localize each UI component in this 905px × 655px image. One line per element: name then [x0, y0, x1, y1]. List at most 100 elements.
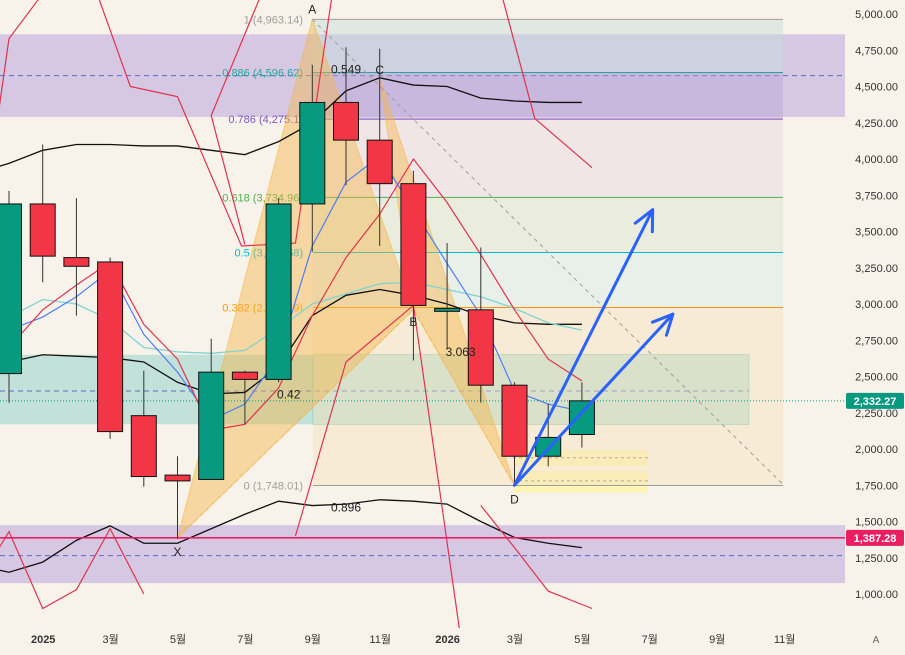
bearish-candle[interactable] [231, 370, 258, 425]
fib-level-label: 0.786 (4,275.1) [228, 114, 303, 126]
bearish-candle[interactable] [63, 198, 90, 316]
price-tag-label: 2,332.27 [854, 396, 897, 408]
y-tick-label: 5,000.00 [855, 9, 898, 21]
y-tick-label: 4,500.00 [855, 82, 898, 94]
bullish-candle[interactable] [299, 64, 326, 252]
candle-body [97, 261, 124, 433]
fib-band [313, 252, 783, 308]
red-upper-spike [210, 0, 260, 245]
bearish-candle[interactable] [400, 170, 427, 361]
y-tick-label: 2,750.00 [855, 335, 898, 347]
pattern-ratio-label: 0.42 [277, 387, 301, 401]
bearish-candle[interactable] [97, 257, 124, 439]
candle-body [63, 257, 90, 267]
y-tick-label: 3,000.00 [855, 299, 898, 311]
bearish-candle[interactable] [366, 48, 393, 246]
projection-arrow-head [650, 312, 675, 337]
bearish-candle[interactable] [164, 456, 191, 539]
y-tick-label: 4,000.00 [855, 154, 898, 166]
x-tick-label: 3월 [102, 633, 118, 646]
y-tick-label: 3,750.00 [855, 190, 898, 202]
bollinger-lower-line [0, 499, 582, 573]
fib-level-label: 0 (1,748.01) [244, 481, 303, 493]
price-tag [846, 529, 904, 546]
bearish-candle[interactable] [333, 47, 359, 186]
x-tick-label: 7월 [642, 633, 658, 646]
projection-arrow-head [633, 208, 655, 234]
candle-body [29, 203, 56, 257]
candle-body [400, 183, 427, 306]
x-tick-label: 3월 [507, 633, 523, 646]
y-tick-label: 1,000.00 [855, 589, 898, 601]
price-tag [846, 392, 904, 409]
y-tick-label: 2,500.00 [855, 372, 898, 384]
y-tick-label: 3,250.00 [855, 263, 898, 275]
fib-band [313, 197, 783, 253]
teal-zone [312, 354, 750, 425]
x-tick-label: 5월 [170, 633, 186, 646]
lower-purple-zone [0, 525, 845, 584]
fib-level-label: 0.886 (4,596.62) [222, 67, 303, 79]
x-tick-label: 9월 [709, 633, 725, 646]
x-tick-label: 11월 [369, 633, 391, 646]
bullish-candle[interactable] [434, 243, 461, 349]
bullish-candle[interactable] [198, 338, 225, 480]
bearish-candle[interactable] [467, 247, 494, 403]
x-axis-background [0, 628, 845, 650]
candle-body [467, 309, 494, 386]
pattern-ratio-label: 0.896 [331, 500, 361, 514]
annotation-labels-layer: X A B C D 0.42 0.549 3.063 0.896 [173, 2, 519, 559]
pattern-point-label: D [510, 493, 519, 507]
bollinger-upper-line [0, 0, 593, 247]
auto-scale-button[interactable]: A [873, 635, 880, 646]
red-lower-line [0, 527, 145, 610]
pattern-ratio-label: 0.549 [331, 62, 361, 76]
bearish-candle[interactable] [29, 144, 56, 283]
red-lower-line-right [480, 505, 593, 610]
fib-band [313, 19, 783, 73]
candle-body [198, 371, 225, 480]
candle-body [366, 139, 393, 185]
pattern-point-label: C [375, 63, 384, 77]
bollinger-middle-line [0, 77, 582, 167]
bearish-candle[interactable] [501, 382, 528, 484]
pattern-dashed-diagonal [311, 19, 785, 486]
y-tick-label: 1,500.00 [855, 517, 898, 529]
target-box [513, 470, 648, 493]
candle-body [568, 400, 595, 436]
y-axis: 1,000.00 1,250.00 1,500.00 1,750.00 2,000.00… [845, 0, 905, 650]
candle-body [333, 101, 359, 141]
candle-body [501, 384, 528, 457]
candles-layer [0, 47, 595, 539]
zones-layer [0, 34, 845, 584]
candle-body [265, 203, 292, 380]
y-tick-label: 4,750.00 [855, 45, 898, 57]
bullish-candle[interactable] [265, 198, 292, 383]
candle-body [0, 203, 22, 375]
bullish-candle[interactable] [0, 190, 22, 403]
candle-body [164, 474, 191, 482]
teal-zone-left [0, 354, 313, 425]
candle-body [434, 307, 461, 312]
x-tick-label: 2026 [435, 634, 459, 646]
pattern-point-label: B [409, 315, 417, 329]
projection-arrow-shaft [513, 312, 675, 487]
bullish-candle[interactable] [568, 382, 595, 448]
pattern-xb-line [177, 309, 414, 539]
x-tick-label: 2025 [31, 634, 55, 646]
fib-level-label: 1 (4,963.14) [244, 14, 303, 26]
candle-body [130, 415, 157, 478]
arrows-layer [513, 208, 675, 487]
pattern-ratio-label: 3.063 [446, 345, 476, 359]
projection-arrow-shaft [513, 208, 655, 487]
pattern-bd-line [412, 309, 515, 486]
pattern-point-label: A [308, 2, 316, 16]
bearish-candle[interactable] [130, 370, 157, 487]
x-tick-label: 5월 [574, 633, 590, 646]
x-tick-label: 11월 [774, 633, 796, 646]
price-tag-label: 1,387.28 [854, 533, 897, 545]
x-axis: 11월20253월5월7월9월11월20263월5월7월9월11월A [0, 628, 880, 650]
y-tick-label: 2,000.00 [855, 444, 898, 456]
